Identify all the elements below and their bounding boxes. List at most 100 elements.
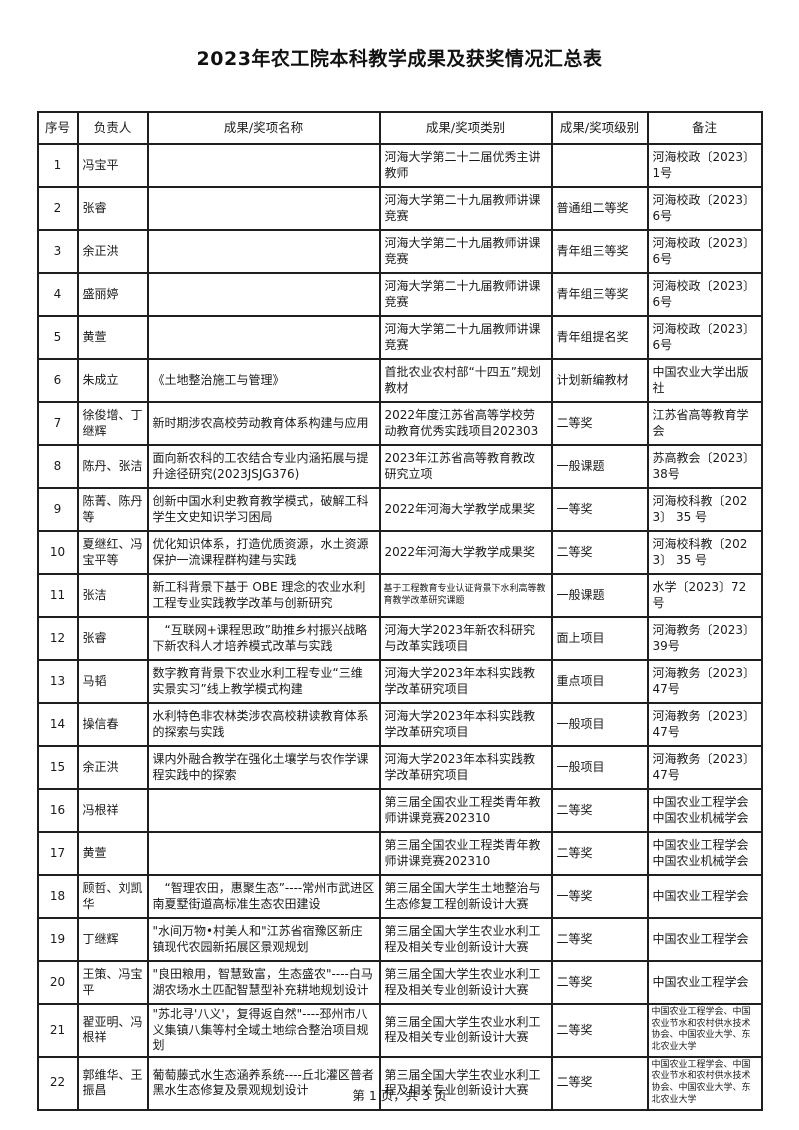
cell-note: 河海校政〔2023〕1号 (646, 143, 763, 188)
page-title: 2023年农工院本科教学成果及获奖情况汇总表 (196, 48, 603, 70)
cell-person: 丁继辉 (76, 917, 149, 962)
cell-note: 中国农业工程学会 (646, 874, 763, 919)
cell-note: 中国农业工程学会 中国农业机械学会 (646, 831, 763, 876)
cell-person: 冯宝平 (76, 143, 149, 188)
table-row: 10 夏继红、冯宝平等 优化知识体系，打造优质资源，水土资源保护一流课程群构建与实践… (36, 530, 763, 575)
cell-no: 18 (36, 874, 79, 919)
cell-category: 河海大学第二十二届优秀主讲教师 (378, 143, 553, 188)
cell-category: 河海大学第二十九届教师讲课竞赛 (378, 186, 553, 231)
cell-person: 陈菁、陈丹等 (76, 487, 149, 532)
cell-category: 第三届全国农业工程类青年教师讲课竞赛202310 (378, 788, 553, 833)
cell-name: 水利特色非农林类涉农高校耕读教育体系的探索与实践 (146, 702, 381, 747)
table-row: 5 黄萱 河海大学第二十九届教师讲课竞赛 青年组提名奖 河海校政〔2023〕6号 (36, 315, 763, 360)
cell-no: 8 (36, 444, 79, 489)
table-row: 6 朱成立 《土地整治施工与管理》 首批农业农村部“十四五”规划教材 计划新编教材 中国农… (36, 358, 763, 403)
cell-no: 13 (36, 659, 79, 704)
cell-person: 盛丽婷 (76, 272, 149, 317)
cell-no: 19 (36, 917, 79, 962)
cell-person: 张洁 (76, 573, 149, 618)
cell-level: 面上项目 (550, 616, 649, 661)
cell-name (146, 186, 381, 231)
cell-no: 16 (36, 788, 79, 833)
cell-category: 基于工程教育专业认证背景下水利高等教育教学改革研究课题 (378, 573, 553, 618)
cell-name (146, 143, 381, 188)
cell-name (146, 272, 381, 317)
cell-name: "水间万物•村美人和"江苏省宿豫区新庄镇现代农园新拓展区景观规划 (146, 917, 381, 962)
cell-category: 2022年河海大学教学成果奖 (378, 487, 553, 532)
cell-name: 《土地整治施工与管理》 (146, 358, 381, 403)
cell-note: 江苏省高等教育学会 (646, 401, 763, 446)
cell-category: 河海大学第二十九届教师讲课竞赛 (378, 315, 553, 360)
cell-no: 3 (36, 229, 79, 274)
cell-category: 河海大学2023年本科实践教学改革研究项目 (378, 745, 553, 790)
cell-name (146, 315, 381, 360)
cell-name: “互联网+课程思政”助推乡村振兴战略下新农科人才培养模式改革与实践 (146, 616, 381, 661)
cell-level (550, 143, 649, 188)
table-row: 20 王策、冯宝平 "良田粮用，智慧致富，生态盛农"----白马湖农场水土匹配智慧型… (36, 960, 763, 1005)
cell-no: 6 (36, 358, 79, 403)
cell-person: 顾哲、刘凯华 (76, 874, 149, 919)
column-header-person: 负责人 (76, 111, 149, 145)
cell-category: 河海大学第二十九届教师讲课竞赛 (378, 229, 553, 274)
cell-level: 二等奖 (550, 1003, 649, 1058)
column-header-no: 序号 (36, 111, 79, 145)
table-header-row: 序号 负责人 成果/奖项名称 成果/奖项类别 成果/奖项级别 备注 (36, 111, 763, 145)
cell-name (146, 229, 381, 274)
cell-level: 一般项目 (550, 702, 649, 747)
cell-category: 河海大学2023年新农科研究与改革实践项目 (378, 616, 553, 661)
cell-note: 中国农业工程学会 (646, 960, 763, 1005)
cell-no: 9 (36, 487, 79, 532)
cell-level: 青年组三等奖 (550, 272, 649, 317)
cell-person: 徐俊增、丁继辉 (76, 401, 149, 446)
table-row: 14 操信春 水利特色非农林类涉农高校耕读教育体系的探索与实践 河海大学2023年本科… (36, 702, 763, 747)
cell-no: 2 (36, 186, 79, 231)
cell-name: “智理农田，惠聚生态”----常州市武进区南夏墅街道高标准生态农田建设 (146, 874, 381, 919)
cell-name (146, 831, 381, 876)
cell-person: 马韬 (76, 659, 149, 704)
awards-table: 序号 负责人 成果/奖项名称 成果/奖项类别 成果/奖项级别 备注 1 冯宝平 河海… (36, 111, 763, 1111)
table-row: 7 徐俊增、丁继辉 新时期涉农高校劳动教育体系构建与应用 2022年度江苏省高等学校劳… (36, 401, 763, 446)
cell-category: 河海大学2023年本科实践教学改革研究项目 (378, 702, 553, 747)
cell-no: 17 (36, 831, 79, 876)
cell-name: 创新中国水利史教育教学模式，破解工科学生文史知识学习困局 (146, 487, 381, 532)
cell-note: 河海教务〔2023〕47号 (646, 702, 763, 747)
table-row: 17 黄萱 第三届全国农业工程类青年教师讲课竞赛202310 二等奖 中国农业工程学会 … (36, 831, 763, 876)
cell-level: 二等奖 (550, 530, 649, 575)
cell-level: 二等奖 (550, 1055, 649, 1111)
cell-person: 余正洪 (76, 745, 149, 790)
cell-no: 5 (36, 315, 79, 360)
table-body: 1 冯宝平 河海大学第二十二届优秀主讲教师 河海校政〔2023〕1号 2 张睿 河海大学第二… (36, 143, 763, 1111)
cell-note: 中国农业工程学会、中国农业节水和农村供水技术协会、中国农业大学、东北农业大学 (646, 1003, 763, 1058)
cell-person: 黄萱 (76, 831, 149, 876)
cell-category: 河海大学第二十九届教师讲课竞赛 (378, 272, 553, 317)
cell-level: 青年组三等奖 (550, 229, 649, 274)
cell-level: 二等奖 (550, 788, 649, 833)
cell-name: 葡萄藤式水生态涵养系统----丘北灌区普者黑水生态修复及景观规划设计 (146, 1055, 381, 1111)
cell-person: 操信春 (76, 702, 149, 747)
table-row: 4 盛丽婷 河海大学第二十九届教师讲课竞赛 青年组三等奖 河海校政〔2023〕6号 (36, 272, 763, 317)
cell-person: 夏继红、冯宝平等 (76, 530, 149, 575)
table-row: 2 张睿 河海大学第二十九届教师讲课竞赛 普通组二等奖 河海校政〔2023〕6号 (36, 186, 763, 231)
cell-category: 第三届全国农业工程类青年教师讲课竞赛202310 (378, 831, 553, 876)
cell-no: 22 (36, 1055, 79, 1111)
cell-note: 河海校科教〔2023〕 35 号 (646, 487, 763, 532)
table-row: 15 余正洪 课内外融合教学在强化土壤学与农作学课程实践中的探索 河海大学2023年本… (36, 745, 763, 790)
cell-name (146, 788, 381, 833)
cell-level: 重点项目 (550, 659, 649, 704)
cell-person: 郭维华、王振昌 (76, 1055, 149, 1111)
table-row: 9 陈菁、陈丹等 创新中国水利史教育教学模式，破解工科学生文史知识学习困局 2022年… (36, 487, 763, 532)
cell-person: 王策、冯宝平 (76, 960, 149, 1005)
cell-no: 4 (36, 272, 79, 317)
cell-category: 第三届全国大学生农业水利工程及相关专业创新设计大赛 (378, 1055, 553, 1111)
table-row: 16 冯根祥 第三届全国农业工程类青年教师讲课竞赛202310 二等奖 中国农业工程学会… (36, 788, 763, 833)
cell-note: 中国农业工程学会、中国农业节水和农村供水技术协会、中国农业大学、东北农业大学 (646, 1055, 763, 1111)
cell-level: 普通组二等奖 (550, 186, 649, 231)
cell-level: 二等奖 (550, 960, 649, 1005)
cell-no: 10 (36, 530, 79, 575)
cell-person: 张睿 (76, 616, 149, 661)
cell-name: 数字教育背景下农业水利工程专业“三维实景实习”线上教学模式构建 (146, 659, 381, 704)
cell-category: 第三届全国大学生农业水利工程及相关专业创新设计大赛 (378, 917, 553, 962)
cell-note: 水学〔2023〕72 号 (646, 573, 763, 618)
cell-level: 计划新编教材 (550, 358, 649, 403)
cell-name: 优化知识体系，打造优质资源，水土资源保护一流课程群构建与实践 (146, 530, 381, 575)
